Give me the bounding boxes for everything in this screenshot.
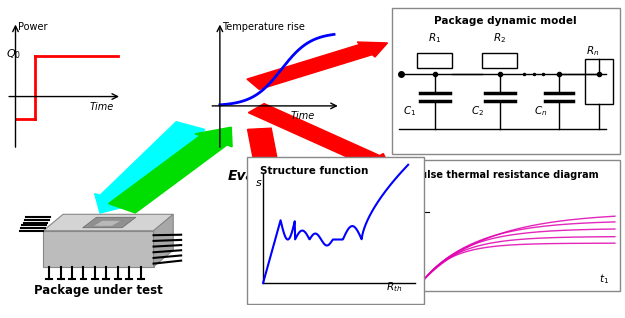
Text: $R_{th}$: $R_{th}$ bbox=[386, 280, 402, 294]
Text: $R_2$: $R_2$ bbox=[493, 31, 506, 45]
Text: Package dynamic model: Package dynamic model bbox=[434, 16, 577, 26]
Text: Power: Power bbox=[18, 22, 48, 32]
Text: Structure function: Structure function bbox=[259, 166, 368, 176]
Text: Temperature rise: Temperature rise bbox=[222, 22, 306, 32]
FancyArrow shape bbox=[248, 104, 391, 169]
Bar bbox=[482, 53, 518, 68]
Text: Time: Time bbox=[89, 102, 114, 112]
Text: $C_n$: $C_n$ bbox=[534, 104, 547, 118]
Text: $R_1$: $R_1$ bbox=[428, 31, 441, 45]
FancyArrow shape bbox=[247, 42, 388, 89]
Text: $C_1$: $C_1$ bbox=[403, 104, 416, 118]
FancyArrow shape bbox=[248, 128, 292, 226]
Text: Evaluation: Evaluation bbox=[228, 169, 311, 183]
Polygon shape bbox=[82, 217, 136, 228]
Polygon shape bbox=[43, 231, 154, 266]
Polygon shape bbox=[43, 214, 173, 231]
Text: Package under test: Package under test bbox=[34, 284, 162, 296]
Bar bbox=[418, 53, 452, 68]
Text: $Q_0$: $Q_0$ bbox=[6, 47, 21, 61]
Polygon shape bbox=[92, 220, 122, 226]
Bar bbox=[584, 59, 612, 104]
Text: s: s bbox=[256, 178, 262, 188]
FancyArrow shape bbox=[109, 127, 232, 213]
Text: $R_n$: $R_n$ bbox=[586, 44, 599, 58]
Text: Pulse thermal resistance diagram: Pulse thermal resistance diagram bbox=[413, 170, 599, 180]
Polygon shape bbox=[154, 214, 173, 266]
FancyArrow shape bbox=[94, 122, 205, 213]
Text: $Z_{th}$: $Z_{th}$ bbox=[399, 192, 415, 205]
Text: $C_2$: $C_2$ bbox=[471, 104, 484, 118]
Text: Time: Time bbox=[291, 111, 315, 121]
Text: $t_1$: $t_1$ bbox=[599, 272, 609, 286]
